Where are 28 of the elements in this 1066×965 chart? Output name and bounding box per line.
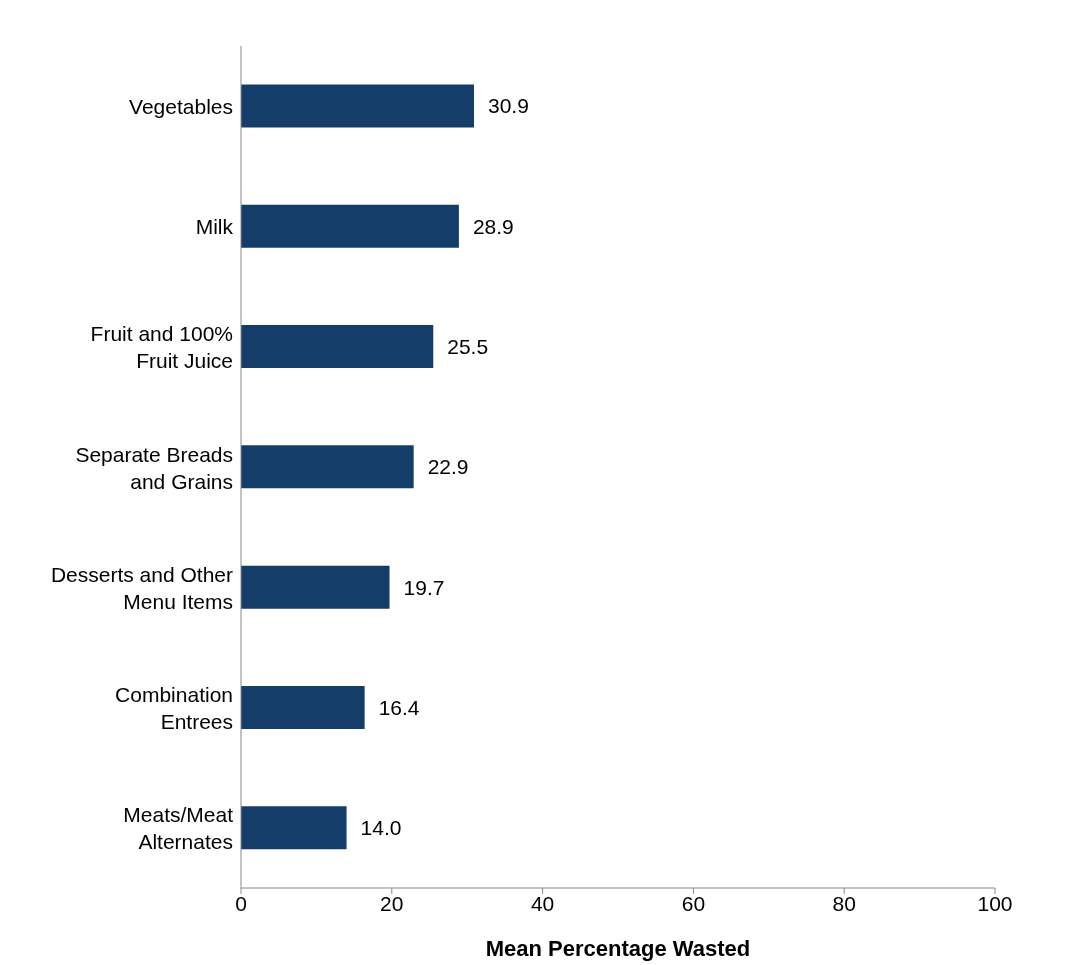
bar bbox=[241, 325, 434, 369]
data-label: 22.9 bbox=[427, 455, 469, 479]
y-tick-label: Combination Entrees bbox=[115, 682, 233, 733]
y-tick-label: Separate Breads and Grains bbox=[75, 442, 233, 492]
y-tick-label: Vegetables bbox=[129, 94, 233, 118]
y-tick-label: Fruit and 100% Fruit Juice bbox=[90, 321, 233, 372]
x-tick-label: 20 bbox=[380, 891, 404, 915]
y-tick-label: Meats/Meat Alternates bbox=[123, 802, 234, 853]
data-label: 19.7 bbox=[403, 575, 445, 599]
y-tick-label: Desserts and Other Menu Items bbox=[50, 562, 233, 613]
data-label: 28.9 bbox=[472, 214, 514, 238]
bar bbox=[241, 84, 474, 128]
y-tick-label: Milk bbox=[195, 214, 234, 238]
data-label: 16.4 bbox=[378, 695, 420, 719]
x-tick-label: 40 bbox=[530, 891, 555, 915]
x-tick-label: 80 bbox=[832, 891, 856, 915]
bar bbox=[241, 445, 414, 489]
data-label: 25.5 bbox=[447, 335, 489, 359]
x-axis-title: Mean Percentage Wasted bbox=[485, 936, 751, 961]
data-label: 30.9 bbox=[487, 94, 529, 118]
data-label: 14.0 bbox=[360, 816, 402, 840]
bar bbox=[241, 685, 365, 729]
bar bbox=[241, 565, 390, 609]
x-tick-label: 0 bbox=[235, 891, 247, 915]
x-tick-label: 100 bbox=[977, 891, 1013, 915]
x-tick-label: 60 bbox=[681, 891, 706, 915]
bar bbox=[241, 204, 459, 248]
bar bbox=[241, 806, 347, 850]
